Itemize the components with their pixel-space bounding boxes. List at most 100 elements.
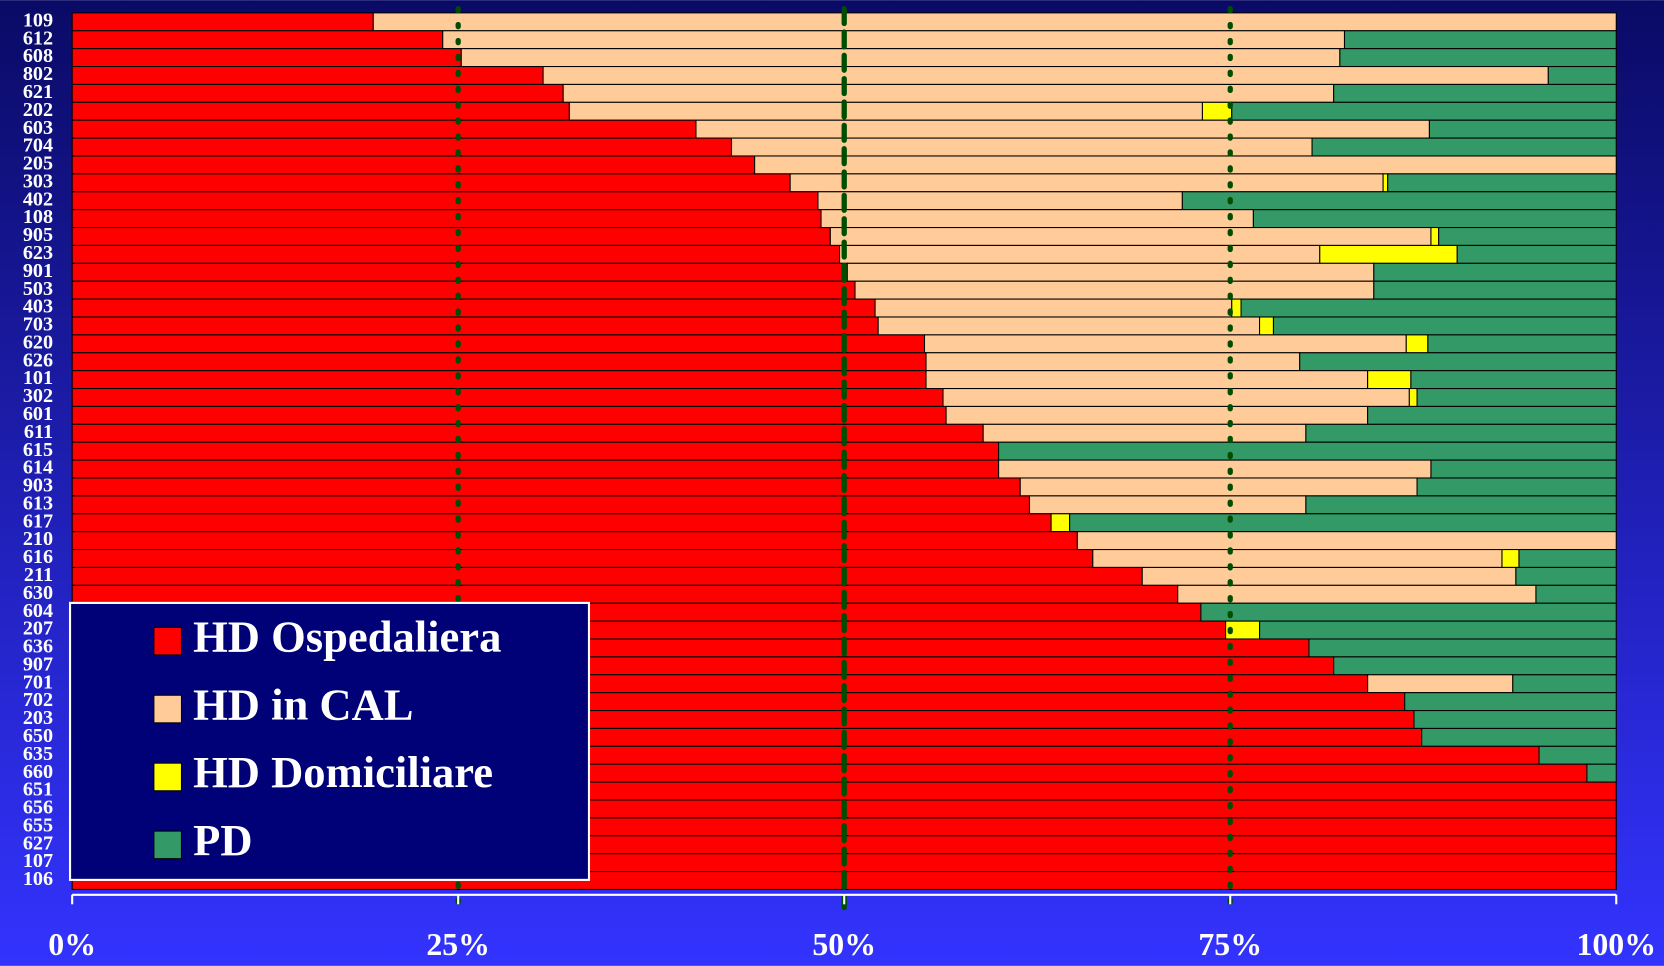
category-label: 109 bbox=[23, 9, 53, 31]
bar-segment bbox=[1413, 710, 1617, 729]
category-label: 503 bbox=[23, 278, 53, 300]
bar-segment bbox=[1305, 495, 1617, 515]
bar-segment bbox=[925, 352, 1301, 372]
category-label: 617 bbox=[23, 510, 53, 532]
category-label: 203 bbox=[23, 707, 53, 729]
bar-segment bbox=[695, 119, 1430, 139]
bar-segment bbox=[71, 12, 374, 32]
category-label: 615 bbox=[23, 439, 53, 461]
category-label: 402 bbox=[23, 188, 53, 210]
bar-segment bbox=[1333, 656, 1617, 676]
bar-segment bbox=[71, 531, 1078, 551]
bar-segment bbox=[71, 495, 1031, 515]
bar-segment bbox=[1416, 388, 1617, 407]
category-label: 703 bbox=[23, 314, 53, 336]
bar-segment bbox=[1586, 763, 1617, 783]
category-label: 611 bbox=[24, 421, 53, 443]
bar-segment bbox=[982, 423, 1307, 443]
bar-segment bbox=[1305, 423, 1617, 443]
bar-segment bbox=[1408, 388, 1418, 407]
category-label: 660 bbox=[23, 761, 53, 783]
bar-segment bbox=[71, 352, 927, 372]
category-label: 612 bbox=[23, 27, 53, 49]
category-label: 211 bbox=[24, 564, 53, 586]
bar-segment bbox=[1428, 119, 1617, 139]
bar-segment bbox=[1319, 244, 1458, 264]
bar-segment bbox=[839, 244, 1321, 264]
bar-segment bbox=[1343, 30, 1617, 50]
legend-label: HD Ospedaliera bbox=[193, 611, 501, 661]
category-label: 616 bbox=[23, 546, 53, 568]
bar-segment bbox=[1387, 173, 1617, 193]
bar-segment bbox=[71, 405, 947, 425]
bar-segment bbox=[1272, 316, 1617, 336]
bar-segment bbox=[1367, 674, 1514, 694]
bar-segment bbox=[71, 513, 1052, 533]
bar-segment bbox=[1092, 549, 1503, 568]
bar-segment bbox=[1421, 727, 1617, 747]
x-tick-label: 50% bbox=[812, 927, 876, 962]
bar-segment bbox=[1076, 531, 1617, 551]
bar-segment bbox=[1430, 459, 1617, 479]
category-label: 608 bbox=[23, 45, 53, 67]
category-label: 302 bbox=[23, 385, 53, 407]
bar-segment bbox=[1259, 316, 1274, 336]
bar-segment bbox=[1405, 334, 1429, 354]
legend-label: HD in CAL bbox=[193, 679, 413, 729]
bar-segment bbox=[1259, 620, 1617, 640]
bar-segment bbox=[730, 137, 1313, 157]
bar-segment bbox=[71, 101, 570, 121]
bar-segment bbox=[829, 227, 1432, 246]
bar-segment bbox=[71, 441, 1000, 461]
bar-segment bbox=[1373, 280, 1617, 300]
category-label: 630 bbox=[23, 582, 53, 604]
category-label: 205 bbox=[23, 153, 53, 175]
bar-segment bbox=[1430, 227, 1440, 246]
bar-segment bbox=[372, 12, 1617, 32]
bar-segment bbox=[1200, 602, 1617, 622]
bar-segment bbox=[923, 334, 1407, 354]
category-label: 802 bbox=[23, 63, 53, 85]
category-label: 107 bbox=[23, 850, 53, 872]
legend-swatch bbox=[153, 830, 183, 860]
category-label: 603 bbox=[23, 117, 53, 139]
category-label: 620 bbox=[23, 331, 53, 353]
legend-swatch bbox=[153, 694, 183, 724]
bar-segment bbox=[71, 83, 564, 103]
bar-segment bbox=[925, 370, 1369, 390]
category-label: 655 bbox=[23, 814, 53, 836]
bar-segment bbox=[820, 209, 1254, 229]
bar-segment bbox=[71, 227, 831, 246]
bar-segment bbox=[71, 549, 1094, 568]
bar-segment bbox=[1367, 405, 1617, 425]
bar-segment bbox=[71, 334, 926, 354]
bar-segment bbox=[1141, 566, 1517, 586]
category-label: 614 bbox=[23, 457, 53, 479]
bar-segment bbox=[71, 566, 1143, 586]
bar-segment bbox=[1050, 513, 1071, 533]
axis: 0% 25% 50% 75% 100% bbox=[48, 893, 1656, 962]
bar-segment bbox=[1367, 370, 1412, 390]
bar-segment bbox=[562, 83, 1335, 103]
x-tick-label: 75% bbox=[1198, 927, 1262, 962]
bar-segment bbox=[854, 280, 1375, 300]
bar-segment bbox=[1201, 101, 1233, 121]
bar-segment bbox=[998, 459, 1432, 479]
category-label: 635 bbox=[23, 743, 53, 765]
category-label: 621 bbox=[23, 81, 53, 103]
bar-segment bbox=[71, 477, 1021, 497]
category-label: 207 bbox=[23, 618, 53, 640]
bar-segment bbox=[71, 155, 756, 175]
category-label: 901 bbox=[23, 260, 53, 282]
bar-segment bbox=[71, 209, 822, 229]
category-label: 636 bbox=[23, 636, 53, 658]
category-label: 101 bbox=[23, 367, 53, 389]
bar-segment bbox=[1427, 334, 1617, 354]
bar-segment bbox=[71, 48, 462, 68]
bar-segment bbox=[1438, 227, 1617, 246]
bar-segment bbox=[1404, 692, 1617, 712]
category-label: 903 bbox=[23, 475, 53, 497]
category-label: 613 bbox=[23, 492, 53, 514]
bar-segment bbox=[1382, 173, 1389, 193]
category-label: 907 bbox=[23, 653, 53, 675]
